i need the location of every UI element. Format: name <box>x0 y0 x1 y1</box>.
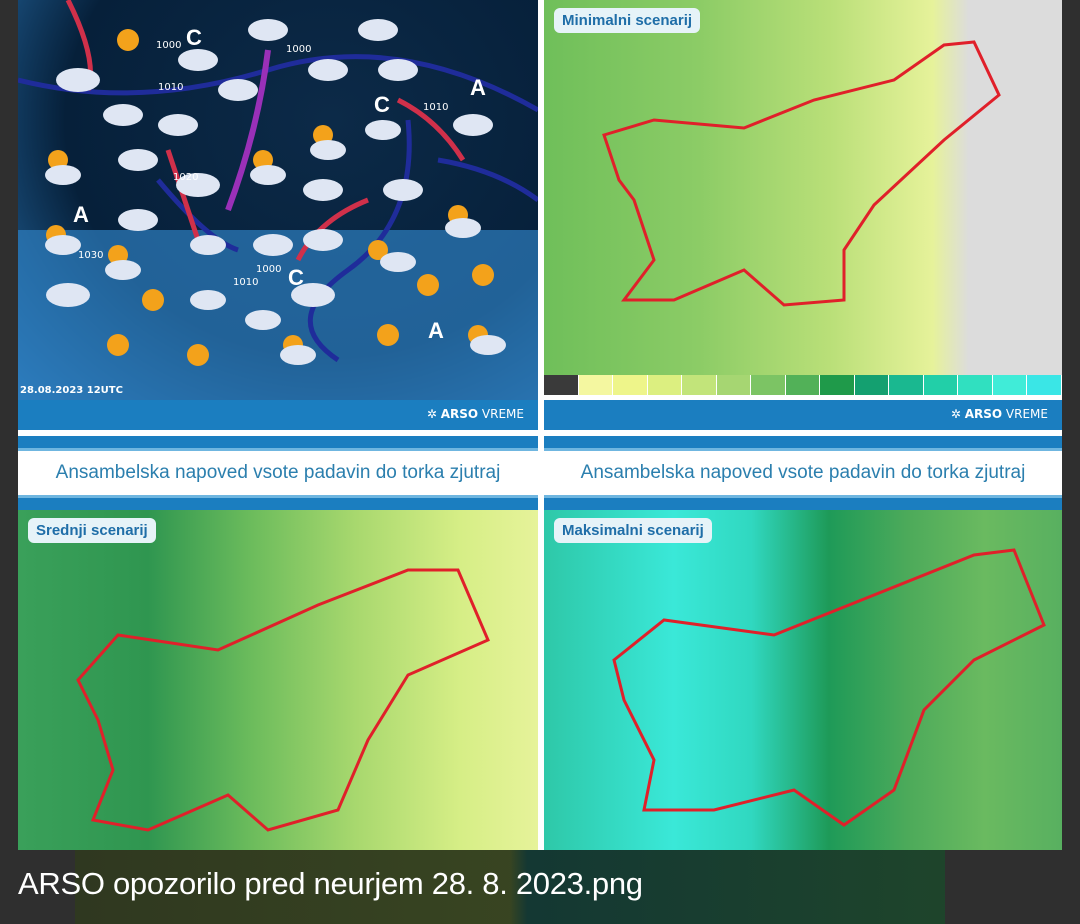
isobar-label: 1030 <box>78 250 103 261</box>
legend-swatch <box>785 375 821 395</box>
max-scenario-map: Maksimalni scenarij <box>544 510 1062 850</box>
brand-name: ARSO <box>964 407 1003 421</box>
mid-scenario-map: Srednji scenarij <box>18 510 538 850</box>
legend-swatch <box>716 375 752 395</box>
legend-swatch <box>544 375 579 395</box>
slovenia-border <box>612 548 1046 827</box>
slovenia-border <box>76 568 490 832</box>
high-pressure-label: A <box>470 75 486 100</box>
legend-swatch <box>958 375 993 395</box>
divider <box>544 436 1062 448</box>
low-pressure-label: C <box>374 92 390 117</box>
brand-bar: ✲ ARSO VREME <box>544 400 1062 430</box>
slovenia-border <box>602 40 1001 307</box>
legend-swatch <box>682 375 717 395</box>
brand-suffix: VREME <box>478 407 524 421</box>
arso-logo: ✲ ARSO VREME <box>427 407 524 421</box>
isobar-label: 1010 <box>233 277 258 288</box>
isobar-label: 1020 <box>173 172 198 183</box>
forecast-title: Ansambelska napoved vsote padavin do tor… <box>18 448 538 498</box>
legend-swatch <box>889 375 924 395</box>
snowflake-icon: ✲ <box>950 407 965 421</box>
legend-swatch <box>820 375 855 395</box>
image-filename: ARSO opozorilo pred neurjem 28. 8. 2023.… <box>18 866 643 901</box>
divider <box>18 436 538 448</box>
brand-suffix: VREME <box>1002 407 1048 421</box>
legend-swatch <box>647 375 683 395</box>
high-pressure-label: A <box>73 202 89 227</box>
isobar-label: 1010 <box>158 82 183 93</box>
arso-logo: ✲ ARSO VREME <box>951 407 1048 421</box>
legend-swatch <box>1027 375 1062 395</box>
legend-swatch <box>751 375 786 395</box>
legend-swatch <box>992 375 1028 395</box>
scenario-label: Srednji scenarij <box>28 518 156 543</box>
scenario-label: Maksimalni scenarij <box>554 518 712 543</box>
isobar-label: 1000 <box>286 44 311 55</box>
legend-swatch <box>854 375 890 395</box>
synoptic-map: C C C A A A 1000 1000 1010 1020 1030 101… <box>18 0 538 400</box>
isobar-label: 1010 <box>423 102 448 113</box>
low-pressure-label: C <box>186 25 202 50</box>
brand-name: ARSO <box>440 407 479 421</box>
snowflake-icon: ✲ <box>426 407 441 421</box>
brand-bar: ✲ ARSO VREME <box>18 400 538 430</box>
legend-swatch <box>923 375 959 395</box>
min-scenario-map: Minimalni scenarij <box>544 0 1062 400</box>
cloud-icons <box>45 19 506 365</box>
forecast-title: Ansambelska napoved vsote padavin do tor… <box>544 448 1062 498</box>
legend-scale <box>544 395 1062 400</box>
image-preview[interactable]: C C C A A A 1000 1000 1010 1020 1030 101… <box>18 0 1062 850</box>
map-timestamp: 28.08.2023 12UTC <box>20 385 123 396</box>
isobar-label: 1000 <box>256 264 281 275</box>
precipitation-legend <box>544 375 1062 395</box>
low-pressure-label: C <box>288 265 304 290</box>
legend-swatch <box>578 375 614 395</box>
isobar-label: 1000 <box>156 40 181 51</box>
weather-fronts: C C C A A A 1000 1000 1010 1020 1030 101… <box>18 0 538 400</box>
background-image-preview <box>75 850 945 924</box>
legend-swatch <box>613 375 648 395</box>
high-pressure-label: A <box>428 318 444 343</box>
divider <box>544 498 1062 510</box>
divider <box>18 498 538 510</box>
scenario-label: Minimalni scenarij <box>554 8 701 33</box>
